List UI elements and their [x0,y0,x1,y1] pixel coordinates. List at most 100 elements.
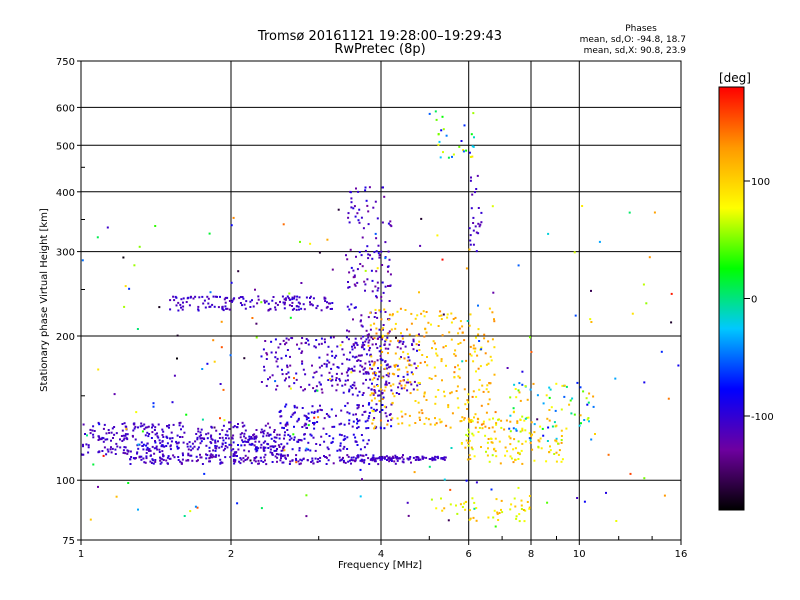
data-point [386,332,389,335]
data-point [328,302,330,305]
data-point [176,334,179,337]
data-point [381,376,384,379]
data-point [273,449,276,452]
data-point [359,360,362,362]
data-point [284,405,287,408]
data-point [148,449,150,452]
data-point [109,448,112,451]
data-point [498,512,501,514]
data-point [185,413,188,416]
data-point [519,430,522,433]
data-point [461,325,464,328]
data-point [542,402,545,405]
data-point [375,237,378,240]
data-point [251,317,254,319]
data-point [124,452,127,455]
data-point [354,284,357,287]
data-point [470,133,473,136]
data-point [460,442,463,445]
data-point [162,459,165,461]
data-point [82,423,85,426]
data-point [188,441,191,444]
data-point [234,460,237,463]
data-point [371,378,374,381]
data-point [214,444,217,447]
data-point [177,441,180,444]
data-point [331,307,333,310]
data-point [384,386,387,389]
data-point [557,442,559,445]
data-point [421,412,424,415]
data-point [289,387,292,390]
data-point [429,423,432,426]
data-point [300,352,303,354]
data-point [239,457,242,460]
data-point [394,454,397,457]
data-point [484,352,487,355]
data-point [370,406,373,409]
data-point [362,392,365,394]
data-point [175,304,178,307]
data-point [520,508,523,510]
data-point [179,421,182,424]
data-point [383,195,386,198]
data-point [447,519,450,522]
data-point [355,342,358,345]
data-point [352,343,355,346]
data-point [368,463,371,465]
data-point [379,458,382,461]
data-point [528,507,531,510]
data-point [371,456,374,459]
data-point [526,501,529,503]
data-point [133,264,136,267]
data-point [249,306,252,308]
data-point [474,347,477,350]
data-point [413,380,416,383]
data-point [522,509,525,511]
data-point [242,440,245,443]
data-point [582,390,585,393]
data-point [161,453,164,456]
data-point [337,366,340,369]
data-point [598,240,601,243]
data-point [471,155,474,158]
data-point [183,431,186,434]
data-point [488,398,491,401]
data-point [273,436,276,439]
data-point [351,348,354,351]
data-point [560,429,563,432]
data-point [364,289,366,292]
data-point [390,425,393,428]
data-point [263,447,266,449]
data-point [270,340,273,343]
data-point [278,446,281,448]
data-point [181,425,184,428]
data-point [390,460,393,462]
data-point [434,458,437,461]
data-point [376,337,379,340]
data-point [440,358,443,361]
data-point [330,441,333,444]
data-point [110,451,113,454]
data-point [363,348,366,351]
data-point [329,378,332,380]
data-point [475,481,478,484]
data-point [365,372,368,375]
data-point [337,208,340,211]
data-point [122,438,125,441]
data-point [391,402,394,405]
data-point [445,424,448,427]
data-point [338,378,341,381]
data-point [372,338,374,340]
data-point [380,457,383,459]
data-point [200,428,203,431]
data-point [352,318,354,321]
chart-subtitle: RwPretec (8p) [334,42,425,57]
data-point [381,398,384,400]
data-point [447,404,450,407]
data-point [347,212,350,215]
data-point [425,456,428,459]
data-point [395,392,398,394]
data-point [363,411,366,413]
data-point [524,429,527,432]
